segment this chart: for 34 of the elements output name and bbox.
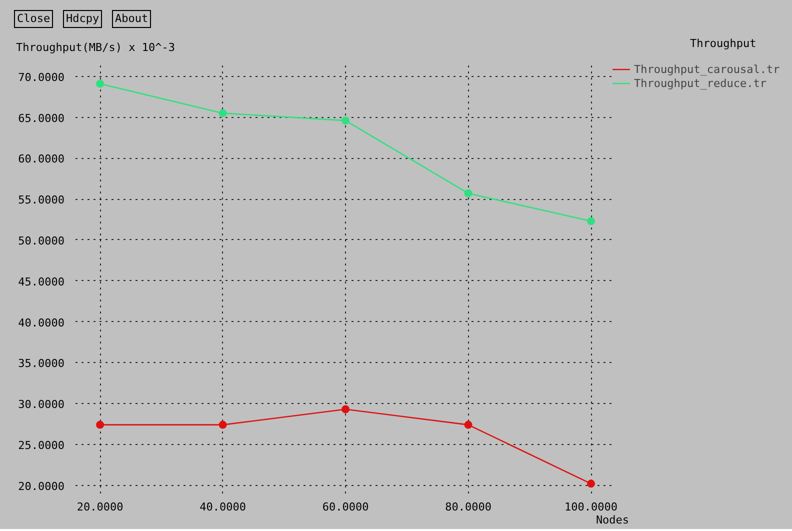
point bbox=[342, 116, 350, 125]
text: About bbox=[112, 10, 152, 28]
y-tick-label: 40.0000 bbox=[18, 316, 64, 330]
y-tick-label: 45.0000 bbox=[18, 275, 64, 288]
point bbox=[587, 217, 596, 226]
text: Hdcpy bbox=[63, 10, 102, 28]
y-tick-label: 30.0000 bbox=[18, 398, 64, 412]
y-tick-label: 50.0000 bbox=[18, 234, 64, 248]
y-tick-label: 65.0000 bbox=[18, 112, 64, 125]
y-tick-label: 35.0000 bbox=[18, 357, 64, 370]
legend-label: Throughput_reduce.tr bbox=[634, 76, 766, 90]
legend-label: Throughput_carousal.tr bbox=[634, 62, 780, 76]
y-tick-label: 55.0000 bbox=[18, 194, 64, 207]
point bbox=[464, 189, 472, 198]
y-tick-label: 60.0000 bbox=[18, 152, 64, 166]
x-tick-label: 100.0000 bbox=[564, 500, 618, 514]
y-tick-label: 25.0000 bbox=[18, 438, 64, 452]
y-axis-title: Throughput(MB/s) x 10^-3 bbox=[16, 40, 175, 56]
x-tick-label: 80.0000 bbox=[445, 500, 492, 514]
point bbox=[218, 109, 227, 118]
y-tick-label: 70.0000 bbox=[18, 70, 64, 84]
y-tick-label: 20.0000 bbox=[18, 480, 64, 493]
point bbox=[218, 420, 227, 429]
x-tick-label: 60.0000 bbox=[322, 500, 369, 514]
text: Close bbox=[14, 10, 54, 28]
x-tick-label: 40.0000 bbox=[200, 500, 246, 514]
text: Throughput bbox=[690, 36, 756, 52]
point bbox=[342, 405, 350, 414]
x-tick-label: 20.0000 bbox=[76, 500, 124, 514]
point bbox=[464, 420, 472, 429]
x-axis-title: Nodes bbox=[596, 514, 630, 526]
point bbox=[96, 420, 104, 429]
point bbox=[96, 80, 104, 88]
point bbox=[587, 480, 596, 488]
